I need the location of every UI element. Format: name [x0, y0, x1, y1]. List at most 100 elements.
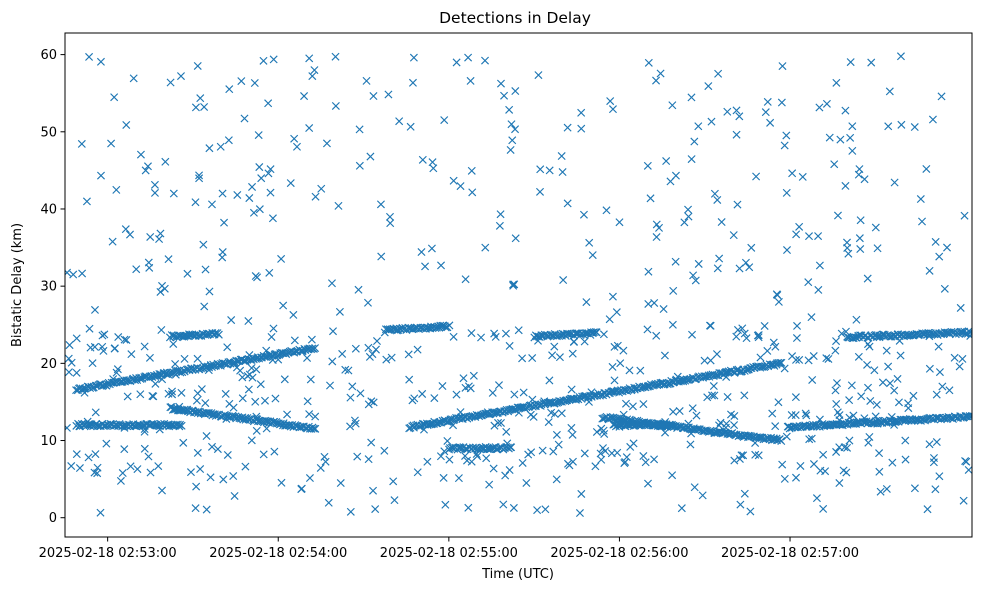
noise-point — [331, 52, 340, 61]
noise-point — [308, 72, 317, 81]
noise-point — [966, 331, 972, 340]
noise-point — [639, 452, 648, 461]
noise-point — [145, 353, 154, 362]
noise-point — [882, 346, 891, 355]
noise-point — [501, 329, 510, 338]
noise-point — [143, 162, 152, 171]
track-point — [214, 330, 223, 339]
noise-point — [822, 354, 831, 363]
noise-point — [616, 359, 625, 368]
noise-point — [555, 353, 564, 362]
track-point — [197, 364, 206, 373]
noise-point — [689, 271, 698, 280]
noise-point — [605, 315, 614, 324]
noise-point — [956, 303, 965, 312]
noise-point — [180, 332, 189, 341]
noise-point — [290, 336, 299, 345]
noise-point — [705, 321, 714, 330]
noise-point — [875, 331, 884, 340]
x-tick-label: 2025-02-18 02:53:00 — [39, 546, 177, 561]
noise-point — [804, 356, 813, 365]
noise-point — [866, 396, 875, 405]
noise-point — [822, 99, 831, 108]
noise-point — [588, 251, 597, 260]
noise-point — [321, 457, 330, 466]
noise-point — [662, 157, 671, 166]
noise-point — [873, 419, 882, 428]
noise-point — [735, 264, 744, 273]
noise-point — [768, 409, 777, 418]
noise-point — [69, 270, 78, 279]
noise-point — [958, 354, 967, 363]
noise-point — [108, 237, 117, 246]
noise-point — [740, 489, 749, 498]
noise-point — [671, 171, 680, 180]
noise-point — [782, 246, 792, 255]
noise-point — [843, 243, 852, 252]
noise-point — [831, 386, 840, 395]
noise-point — [509, 280, 518, 289]
noise-point — [745, 263, 754, 272]
noise-point — [369, 92, 378, 101]
noise-point — [461, 275, 470, 284]
noise-point — [557, 152, 566, 161]
noise-point — [769, 338, 778, 347]
noise-point — [311, 412, 320, 421]
noise-point — [364, 400, 373, 409]
noise-point — [680, 218, 689, 227]
noise-point — [233, 190, 242, 199]
track-point — [311, 344, 320, 353]
noise-point — [196, 94, 205, 103]
noise-point — [849, 411, 858, 420]
noise-point — [252, 412, 261, 421]
noise-point — [732, 365, 741, 374]
noise-point — [668, 320, 677, 329]
noise-point — [428, 158, 437, 167]
noise-point — [511, 86, 520, 96]
noise-point — [684, 205, 693, 214]
noise-point — [387, 353, 396, 362]
noise-point — [580, 337, 589, 346]
noise-point — [563, 199, 572, 208]
noise-point — [567, 423, 576, 432]
noise-point — [848, 146, 857, 155]
noise-point — [917, 217, 927, 226]
noise-point — [860, 414, 869, 423]
noise-point — [201, 265, 210, 274]
noise-point — [468, 188, 477, 197]
noise-point — [780, 474, 789, 483]
noise-point — [464, 53, 473, 62]
noise-point — [793, 321, 802, 330]
noise-point — [118, 469, 127, 478]
track-point — [123, 376, 132, 385]
noise-point — [814, 285, 823, 294]
track-point — [903, 331, 912, 340]
noise-point — [91, 408, 100, 417]
noise-point — [353, 452, 362, 461]
x-axis: 2025-02-18 02:53:00 2025-02-18 02:54:00 20… — [39, 537, 859, 561]
noise-point — [937, 92, 946, 101]
track-point — [508, 404, 517, 413]
noise-point — [441, 500, 450, 509]
noise-point — [644, 299, 653, 308]
noise-point — [855, 234, 864, 243]
noise-point — [157, 325, 166, 335]
noise-point — [856, 245, 865, 254]
noise-point — [192, 482, 201, 491]
noise-point — [336, 479, 345, 488]
noise-point — [430, 394, 439, 403]
noise-point — [841, 327, 850, 336]
noise-point — [928, 115, 937, 124]
noise-point — [158, 375, 167, 384]
noise-point — [271, 394, 280, 403]
noise-point — [238, 394, 247, 403]
noise-point — [145, 263, 154, 272]
noise-point — [452, 58, 461, 67]
noise-point — [931, 237, 940, 246]
noise-point — [552, 475, 561, 484]
noise-point — [832, 379, 841, 388]
noise-point — [511, 125, 520, 134]
track-point — [99, 381, 108, 390]
noise-point — [510, 390, 519, 399]
track-point — [918, 329, 927, 338]
